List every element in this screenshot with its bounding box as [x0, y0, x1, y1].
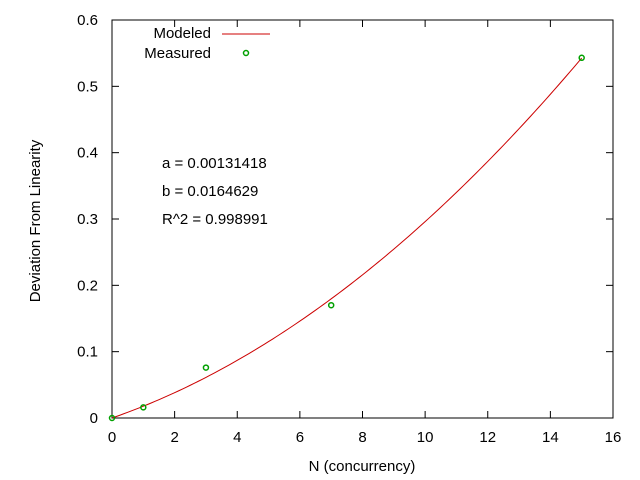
measured-point — [202, 364, 210, 371]
legend-label-modeled: Modeled — [153, 25, 211, 42]
x-tick-label: 0 — [108, 429, 116, 446]
x-tick-label: 4 — [233, 429, 241, 446]
y-tick-label: 0.1 — [77, 344, 98, 361]
measured-points — [108, 54, 585, 422]
annotation-r2: R^2 = 0.998991 — [162, 211, 268, 228]
x-tick-label: 8 — [358, 429, 366, 446]
y-tick-label: 0.2 — [77, 277, 98, 294]
y-tick-label: 0.3 — [77, 211, 98, 228]
legend-marker-measured — [242, 49, 250, 57]
axis-ticks: 0 2 4 6 8 10 12 14 16 0 0.1 0.2 0.3 0.4 0.5 0.6 — [77, 12, 621, 446]
annotation-b: b = 0.0164629 — [162, 183, 258, 200]
x-tick-label: 16 — [605, 429, 622, 446]
measured-point — [578, 54, 585, 62]
x-tick-label: 14 — [542, 429, 559, 446]
y-tick-label: 0.6 — [77, 12, 98, 29]
x-tick-label: 6 — [296, 429, 304, 446]
measured-point — [140, 404, 147, 411]
measured-point — [108, 414, 116, 422]
x-tick-label: 12 — [479, 429, 496, 446]
annotation-a: a = 0.00131418 — [162, 155, 267, 172]
fit-annotations: a = 0.00131418 b = 0.0164629 R^2 = 0.998… — [162, 155, 268, 228]
x-axis-label: N (concurrency) — [309, 458, 416, 475]
x-tick-label: 2 — [170, 429, 178, 446]
x-tick-label: 10 — [417, 429, 434, 446]
y-tick-label: 0.4 — [77, 145, 98, 162]
y-axis-label: Deviation From Linearity — [27, 139, 44, 302]
y-tick-label: 0.5 — [77, 78, 98, 95]
model-line-group — [111, 57, 583, 419]
legend: Modeled Measured — [144, 25, 270, 62]
modeled-curve — [111, 57, 583, 419]
y-tick-label: 0 — [90, 410, 98, 427]
measured-point — [327, 301, 335, 309]
legend-label-measured: Measured — [144, 45, 211, 62]
